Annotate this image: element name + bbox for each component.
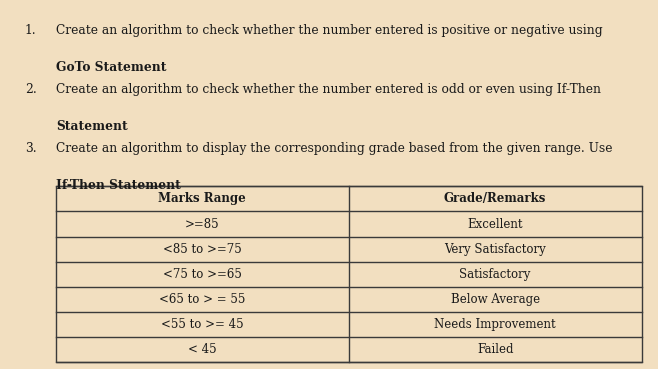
Text: <75 to >=65: <75 to >=65: [163, 268, 241, 281]
Text: If-Then Statement: If-Then Statement: [56, 179, 181, 192]
Text: Failed: Failed: [477, 343, 513, 356]
Text: <65 to > = 55: <65 to > = 55: [159, 293, 245, 306]
Text: Excellent: Excellent: [467, 218, 523, 231]
Text: Satisfactory: Satisfactory: [459, 268, 531, 281]
Text: 3.: 3.: [25, 142, 37, 155]
Text: <85 to >=75: <85 to >=75: [163, 243, 241, 256]
Text: Very Satisfactory: Very Satisfactory: [444, 243, 546, 256]
Text: <55 to >= 45: <55 to >= 45: [161, 318, 243, 331]
Text: Marks Range: Marks Range: [159, 192, 246, 206]
Text: GoTo Statement: GoTo Statement: [56, 61, 166, 74]
Text: Statement: Statement: [56, 120, 128, 133]
Text: Below Average: Below Average: [451, 293, 540, 306]
Text: Grade/Remarks: Grade/Remarks: [444, 192, 546, 206]
Text: 1.: 1.: [25, 24, 37, 37]
Text: 2.: 2.: [25, 83, 37, 96]
Text: Needs Improvement: Needs Improvement: [434, 318, 556, 331]
Bar: [56, 186, 642, 362]
Text: Create an algorithm to check whether the number entered is odd or even using If-: Create an algorithm to check whether the…: [56, 83, 601, 96]
Text: < 45: < 45: [188, 343, 216, 356]
Text: >=85: >=85: [185, 218, 220, 231]
Text: Create an algorithm to check whether the number entered is positive or negative : Create an algorithm to check whether the…: [56, 24, 603, 37]
Text: Create an algorithm to display the corresponding grade based from the given rang: Create an algorithm to display the corre…: [56, 142, 613, 155]
